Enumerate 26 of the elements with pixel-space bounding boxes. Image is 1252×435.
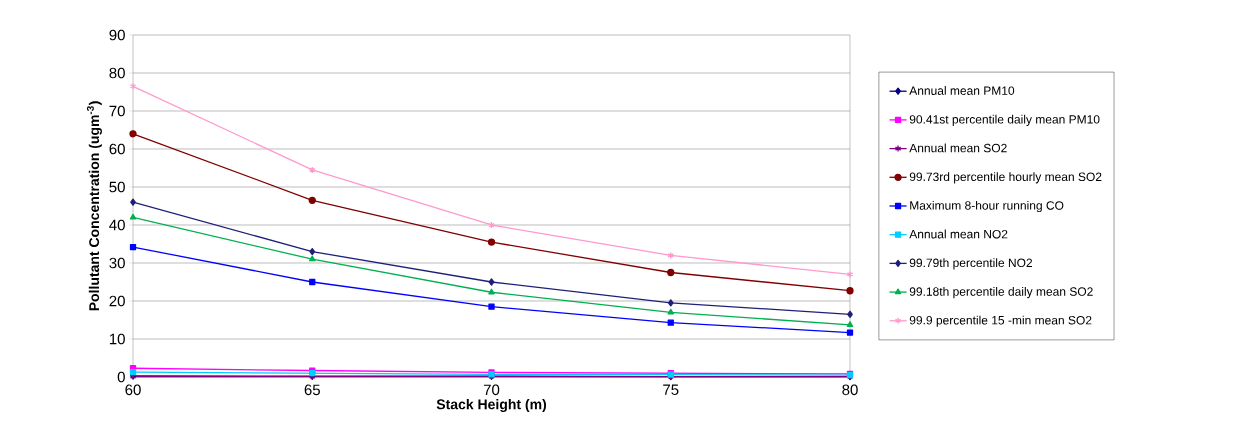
legend-label: Annual mean SO2 [909,143,1007,153]
y-tick-label: 90 [109,29,125,41]
x-tick-label: 65 [304,384,320,396]
x-tick-label: 70 [483,384,500,396]
x-axis-title: Stack Height (m) [436,399,547,413]
x-tick-label: 60 [125,384,141,396]
y-tick-label: 30 [109,257,125,269]
legend-label: 99.9 percentile 15 -min mean SO2 [909,315,1092,327]
y-tick-label: 20 [109,295,125,307]
x-tick-label: 75 [663,384,679,395]
y-tick-label: 0 [117,371,125,383]
legend-label: 99.79th percentile NO2 [909,258,1033,270]
legend-label: Annual mean PM10 [909,86,1015,95]
x-tick-label: 80 [842,384,858,396]
y-tick-label: 60 [109,143,125,155]
y-tick-label: 40 [109,219,125,231]
y-tick-label: 50 [109,181,125,193]
legend-label: 99.18th percentile daily mean SO2 [909,286,1093,299]
y-axis-title: Pollutant Concentration (ugm$^{-3}$) [86,101,102,311]
legend-label: 90.41st percentile daily mean PM10 [909,114,1100,126]
y-tick-label: 70 [109,105,125,117]
legend-label: Annual mean NO2 [909,229,1008,239]
legend-label: 99.73rd percentile hourly mean SO2 [909,172,1102,184]
y-tick-label: 80 [109,67,125,79]
y-tick-label: 10 [109,333,125,345]
legend-label: Maximum 8-hour running CO [910,200,1064,213]
